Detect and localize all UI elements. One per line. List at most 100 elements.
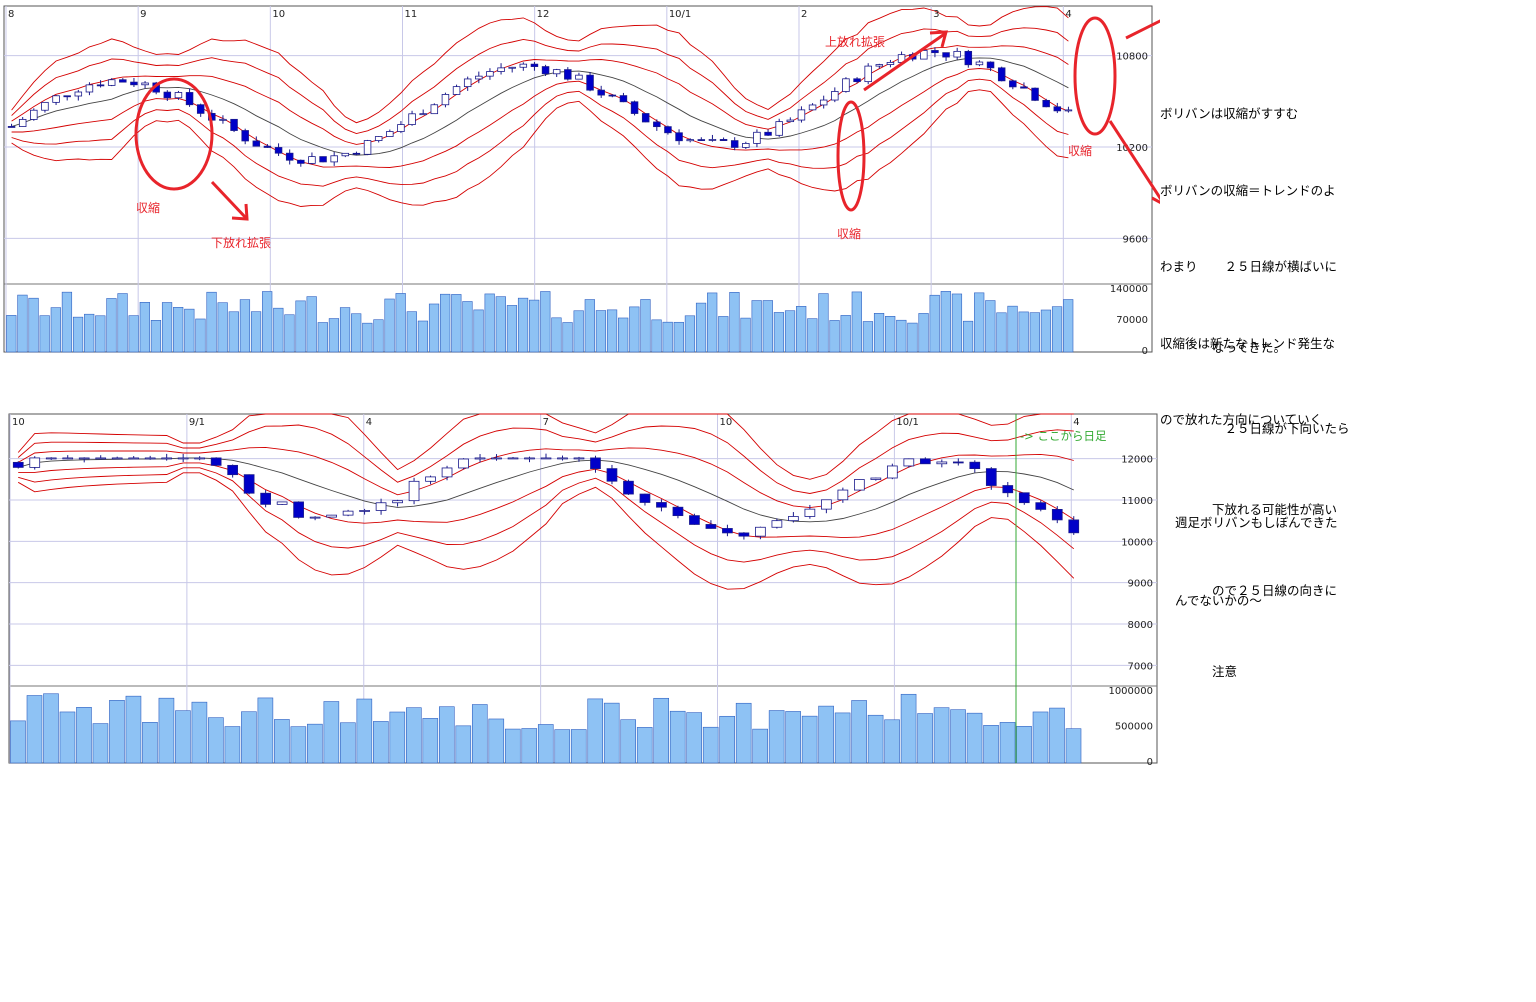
volume-bar — [684, 315, 696, 353]
weekly-bollinger-bands — [17, 413, 1075, 590]
candle-body — [12, 461, 24, 468]
candle-body — [161, 457, 173, 460]
note-line: 収縮後は新たなトレンド発生な — [1160, 335, 1336, 351]
candle-body — [854, 479, 865, 491]
volume-bar — [918, 313, 929, 353]
y-tick-label: 8000 — [1128, 620, 1153, 631]
volume-bar — [1016, 726, 1032, 764]
candle-body — [656, 502, 667, 508]
candle-body — [557, 457, 568, 460]
candle-body — [797, 109, 806, 121]
candle-body — [786, 119, 795, 123]
candle-body — [541, 66, 550, 75]
candle-body — [194, 457, 206, 460]
volume-bar — [773, 312, 785, 353]
daily-candles — [7, 47, 1073, 167]
volume-bar — [307, 723, 323, 764]
volume-bar — [951, 293, 963, 353]
candle-body — [297, 159, 305, 164]
weekly-axis-labels: 10 9/1 4 7 10 10/1 4 12000 11000 10000 9000 8000 700… — [12, 417, 1153, 768]
contraction-ellipse-3 — [1073, 16, 1117, 136]
candle-body — [243, 474, 255, 494]
candle-body — [1018, 492, 1030, 504]
x-tick-label: 10/1 — [896, 417, 918, 428]
volume-bar — [106, 298, 117, 353]
volume-bar — [570, 729, 587, 764]
note-line: 注意 — [1212, 664, 1238, 679]
candle-body — [821, 499, 832, 510]
candle-body — [276, 501, 288, 505]
candle-body — [964, 50, 973, 66]
candle-body — [953, 50, 961, 58]
candle-body — [742, 143, 750, 148]
candle-body — [408, 480, 420, 502]
candle-body — [764, 131, 772, 136]
volume-bar — [290, 726, 307, 764]
candle-body — [107, 79, 116, 86]
candle-body — [78, 457, 90, 460]
candle-body — [573, 457, 585, 460]
volume-bar — [840, 315, 851, 353]
daily-annotations: 収縮 下放れ拡張 上放れ拡張 収縮 収縮 ? ? — [134, 16, 1160, 250]
volume-bar — [1018, 311, 1029, 353]
candle-body — [564, 69, 572, 80]
candle-body — [975, 61, 984, 66]
y-tick-label: 7000 — [1128, 661, 1153, 672]
volume-bar — [729, 292, 740, 353]
candle-body — [163, 91, 172, 99]
candle-body — [309, 516, 321, 519]
candle-body — [842, 78, 850, 92]
candle-body — [808, 104, 817, 111]
candle-body — [452, 86, 461, 95]
volume-bar — [603, 702, 620, 764]
volume-bar — [317, 322, 328, 353]
volume-bar — [521, 728, 538, 764]
volume-bar — [462, 301, 473, 353]
volume-bar — [867, 714, 884, 764]
x-tick-label: 10/1 — [669, 9, 691, 20]
volume-bar — [1040, 309, 1052, 353]
candle-body — [519, 63, 528, 68]
volume-bar — [224, 726, 241, 764]
candle-body — [41, 101, 49, 111]
volume-bar — [339, 307, 351, 353]
candle-body — [623, 480, 634, 495]
volume-bar — [389, 711, 406, 764]
volume-bar — [950, 709, 966, 764]
volume-bar — [818, 293, 829, 353]
candle-body — [1064, 109, 1073, 112]
candle-body — [196, 104, 205, 114]
candle-body — [919, 458, 931, 465]
volume-bar — [184, 308, 195, 353]
volume-bar — [84, 313, 95, 353]
volume-bar — [796, 306, 807, 353]
volume-bar — [504, 728, 521, 764]
candle-body — [952, 461, 964, 464]
volume-bar — [974, 292, 985, 353]
candle-body — [263, 145, 272, 148]
volume-bar — [884, 719, 900, 764]
volume-bar — [587, 698, 604, 764]
candle-body — [597, 89, 605, 96]
volume-bar — [851, 291, 862, 353]
volume-bar — [125, 695, 142, 764]
weekly-volume-bars — [10, 693, 1082, 764]
candle-body — [63, 95, 71, 98]
volume-bar — [673, 321, 684, 353]
volume-tick-label: 0 — [1142, 346, 1148, 357]
candle-body — [308, 156, 316, 164]
candle-body — [210, 457, 222, 466]
candle-body — [475, 75, 483, 80]
candle-body — [870, 477, 882, 480]
volume-bar — [896, 319, 907, 353]
candle-body — [705, 524, 717, 529]
weekly-note: 週足ボリバンもしぼんできた んでないかの～ — [1175, 458, 1338, 640]
volume-bar — [807, 318, 818, 353]
candle-body — [1031, 87, 1039, 101]
volume-bar — [26, 695, 43, 764]
volume-bar — [818, 705, 834, 764]
volume-bar — [933, 707, 950, 764]
volume-bar — [451, 294, 462, 353]
volume-bar — [395, 293, 406, 353]
candle-body — [330, 155, 338, 163]
